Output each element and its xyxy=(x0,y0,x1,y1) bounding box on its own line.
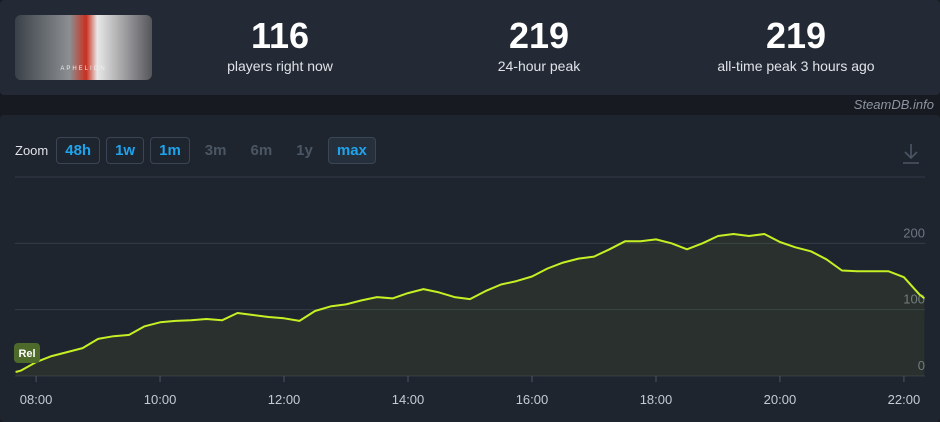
release-badge xyxy=(14,343,40,363)
x-tick-label: 18:00 xyxy=(640,392,673,407)
zoom-button[interactable]: 48h xyxy=(56,137,101,164)
x-tick-label: 22:00 xyxy=(888,392,921,407)
zoom-button: 3m xyxy=(204,142,227,159)
x-tick-label: 08:00 xyxy=(20,392,53,407)
x-tick-label: 14:00 xyxy=(392,392,425,407)
x-tick-label: 16:00 xyxy=(516,392,549,407)
stat-value: 219 xyxy=(765,15,827,56)
area xyxy=(15,234,925,376)
release-marker[interactable]: Rel xyxy=(14,343,40,363)
stat-value: 219 xyxy=(508,15,570,56)
stat: 219 24-hour peak xyxy=(419,14,659,74)
y-tick-label: 200 xyxy=(903,225,925,240)
x-tick-label: 12:00 xyxy=(268,392,301,407)
zoom-button: 6m xyxy=(250,142,273,159)
stat-label: 24-hour peak xyxy=(497,58,581,74)
zoom-button[interactable]: 1w xyxy=(106,137,145,164)
zoom-bar: Zoom 48h 1w 1m 3m 6m 1y max xyxy=(15,137,376,164)
line xyxy=(15,233,926,373)
stat-label: all-time peak 3 hours ago xyxy=(717,58,875,74)
zoom-button[interactable]: max xyxy=(327,137,376,164)
watermark: SteamDB.info xyxy=(853,97,934,112)
art-text: APHELION xyxy=(60,66,107,72)
zoom-label: Zoom xyxy=(15,143,49,158)
download-icon[interactable] xyxy=(903,144,919,164)
stat-value: 116 xyxy=(250,15,310,56)
stat: 219 all-time peak 3 hours ago xyxy=(676,14,916,74)
x-tick-label: 10:00 xyxy=(144,392,177,407)
chart-panel: Zoom 48h 1w 1m 3m 6m 1y max xyxy=(0,115,940,422)
game-art[interactable]: APHELION xyxy=(15,15,152,80)
stat-label: players right now xyxy=(227,58,333,74)
zoom-button: 1y xyxy=(296,142,313,159)
zoom-button[interactable]: 1m xyxy=(150,137,190,164)
stats-bar: APHELION 116 players right now 219 24-hour … xyxy=(0,0,940,95)
y-tick-label: 0 xyxy=(918,358,925,373)
x-tick-label: 20:00 xyxy=(764,392,797,407)
release-label: Rel xyxy=(18,348,35,360)
stat: 116 players right now xyxy=(160,14,400,74)
